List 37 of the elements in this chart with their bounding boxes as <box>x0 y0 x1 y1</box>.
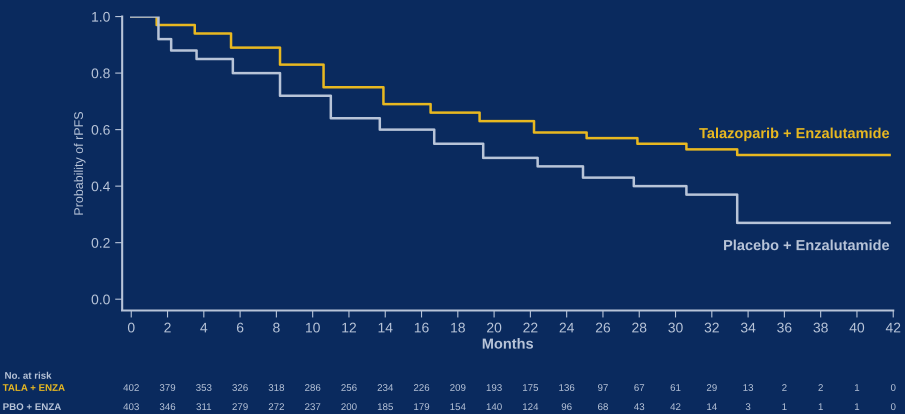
text: No. at risk <box>5 372 52 379</box>
x-tick-label: 40 <box>850 322 864 333</box>
x-tick-label: 34 <box>740 322 756 333</box>
x-axis-title: Months <box>482 338 534 349</box>
y-tick-label: 0.6 <box>92 124 110 135</box>
x-tick-label: 36 <box>777 322 792 333</box>
y-tick-label: 1.0 <box>92 12 110 22</box>
x-tick-label: 38 <box>813 322 828 333</box>
text: 403 346 311 279 272 237 200 185 179 154 140 124 96 68 43 42 14 3 1 1 1 0 <box>123 403 896 410</box>
x-tick-label: 6 <box>236 322 244 333</box>
x-tick-label: 10 <box>306 322 320 333</box>
x-tick-label: 24 <box>560 322 574 332</box>
x-tick-label: 32 <box>704 322 719 333</box>
x-tick-label: 28 <box>632 322 646 333</box>
x-tick-label: 8 <box>273 322 280 333</box>
y-tick-label: 0.2 <box>92 238 110 248</box>
x-tick-label: 20 <box>487 322 502 333</box>
x-tick-label: 42 <box>886 322 900 332</box>
y-axis-title: Probability of rPFS <box>74 112 86 215</box>
x-tick-label: 2 <box>164 322 171 332</box>
x-tick-label: 12 <box>342 322 356 332</box>
x-tick-label: 0 <box>128 322 135 333</box>
x-tick-label: 14 <box>378 322 393 332</box>
series-label: Placebo + Enzalutamide <box>724 240 890 250</box>
x-tick-label: 22 <box>523 322 538 332</box>
x-tick-label: 30 <box>668 322 683 333</box>
x-tick-label: 16 <box>414 322 429 333</box>
x-tick-label: 26 <box>596 322 610 333</box>
text: PBO + ENZA <box>3 403 62 410</box>
y-tick-label: 0.8 <box>92 68 110 78</box>
y-tick-label: 0.0 <box>92 294 110 304</box>
text: 402 379 353 326 318 286 256 234 226 209 193 175 136 97 67 61 29 13 2 2 1 0 <box>123 384 896 392</box>
y-tick-label: 0.4 <box>92 181 110 192</box>
series-label: Talazoparib + Enzalutamide <box>699 128 890 142</box>
x-tick-label: 4 <box>200 322 208 332</box>
x-tick-label: 18 <box>451 322 465 333</box>
text: TALA + ENZA <box>2 384 65 391</box>
